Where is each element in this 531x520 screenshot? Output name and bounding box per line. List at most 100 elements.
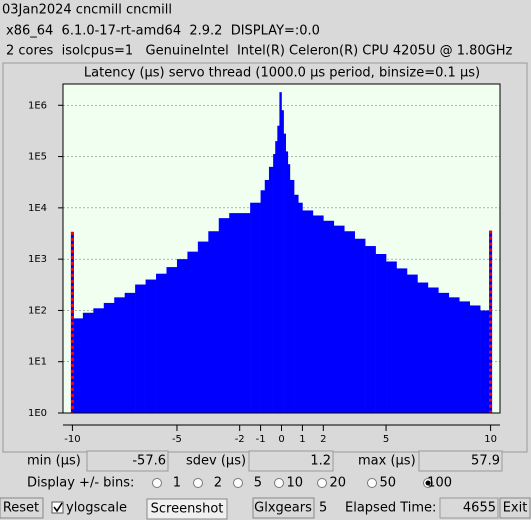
bar <box>375 253 387 413</box>
x-tick-label: -5 <box>172 434 182 445</box>
bar <box>187 251 199 413</box>
x-tick-label: 10 <box>484 434 497 445</box>
bar <box>82 312 94 413</box>
bar <box>448 297 460 413</box>
header-line: 2 cores isolcpus=1 GenuineIntel Intel(R)… <box>6 44 513 59</box>
radio-button[interactable] <box>193 478 203 488</box>
bar <box>333 225 345 413</box>
stat-label: max (µs) <box>358 454 416 469</box>
y-tick-label: 1E6 <box>28 100 47 111</box>
screenshot-label[interactable]: Screenshot <box>151 502 224 517</box>
bar <box>406 274 418 413</box>
checkmark <box>53 502 63 513</box>
elapsed-value: 4655 <box>463 501 496 516</box>
radio-label[interactable]: 5 <box>254 476 262 491</box>
x-tick-label: 1 <box>299 434 305 445</box>
header-line: 03Jan2024 cncmill cncmill <box>2 3 172 18</box>
y-tick-label: 1E1 <box>28 357 47 368</box>
bar <box>218 218 230 413</box>
plot-border <box>62 83 501 414</box>
glxgears-count: 5 <box>319 501 327 516</box>
radio-button[interactable] <box>152 478 162 488</box>
bar <box>239 213 251 413</box>
bar <box>208 231 220 413</box>
exit-button[interactable] <box>499 497 531 519</box>
bar <box>354 238 366 413</box>
bar <box>438 292 450 413</box>
x-tick-label: -10 <box>64 434 80 445</box>
radio-label[interactable]: 50 <box>379 476 396 491</box>
bar <box>302 210 314 413</box>
reset-button[interactable] <box>0 497 44 519</box>
bar <box>285 151 289 413</box>
bar <box>287 164 291 413</box>
radio-button[interactable] <box>233 478 243 488</box>
bar <box>480 310 491 413</box>
bar <box>135 284 146 413</box>
checkbox-label[interactable]: ylogscale <box>66 501 127 516</box>
bar <box>260 190 266 413</box>
bar <box>166 267 178 413</box>
stat-label: min (µs) <box>27 454 81 469</box>
elapsed-field <box>439 497 499 519</box>
bar <box>396 268 408 413</box>
bar <box>275 141 278 413</box>
stat-value: 1.2 <box>310 454 331 469</box>
bar <box>229 213 240 413</box>
checkbox[interactable] <box>51 501 64 514</box>
radio-button[interactable] <box>367 478 377 488</box>
stat-field <box>248 450 334 472</box>
elapsed-label: Elapsed Time: <box>345 501 436 516</box>
radio-label[interactable]: 10 <box>286 476 303 491</box>
x-tick-label: 5 <box>383 434 389 445</box>
radio-label[interactable]: 20 <box>329 476 346 491</box>
bar <box>417 282 429 413</box>
radio-button[interactable] <box>274 478 284 488</box>
bar <box>250 202 261 413</box>
x-tick-label: 0 <box>278 434 284 445</box>
bar <box>386 261 397 413</box>
bar <box>283 133 286 414</box>
bar <box>344 231 355 413</box>
y-tick-label: 1E3 <box>28 254 47 265</box>
radio-group: 1 2 5 10 20 50 100 <box>152 476 452 491</box>
bar <box>156 273 167 413</box>
y-tick-label: 1E4 <box>28 203 47 214</box>
y-tick-label: 1E0 <box>28 408 47 419</box>
y-tick-label: 1E2 <box>28 305 47 316</box>
bar <box>114 297 125 413</box>
glxgears-button[interactable] <box>252 497 315 519</box>
bar <box>124 292 136 413</box>
bar <box>273 154 276 413</box>
x-tick-label: -2 <box>235 434 245 445</box>
radio-button[interactable] <box>317 478 327 488</box>
y-tick-label: 1E5 <box>28 152 47 163</box>
bar <box>279 92 282 413</box>
radio-label[interactable]: 100 <box>427 476 452 491</box>
bar <box>294 194 299 413</box>
bar <box>145 279 157 413</box>
stat-value: -57.6 <box>132 454 166 469</box>
stat-label: sdev (µs) <box>186 454 246 469</box>
radio-dot <box>425 480 431 486</box>
radio-label[interactable]: 1 <box>173 476 181 491</box>
bar <box>298 202 303 413</box>
bar <box>459 301 470 413</box>
stat-value: 57.9 <box>471 454 500 469</box>
reset-label[interactable]: Reset <box>3 501 39 516</box>
exit-label[interactable]: Exit <box>503 501 528 516</box>
bar <box>176 259 188 413</box>
glxgears-label[interactable]: Glxgears <box>254 501 312 516</box>
bar <box>281 110 284 413</box>
bar <box>197 241 209 413</box>
x-tick-label: -1 <box>256 434 266 445</box>
radio-label[interactable]: 2 <box>214 476 222 491</box>
bar <box>103 302 115 413</box>
screenshot-button[interactable] <box>146 498 228 520</box>
bar <box>289 179 295 413</box>
stat-field <box>418 450 503 472</box>
bins-label: Display +/- bins: <box>27 476 134 491</box>
